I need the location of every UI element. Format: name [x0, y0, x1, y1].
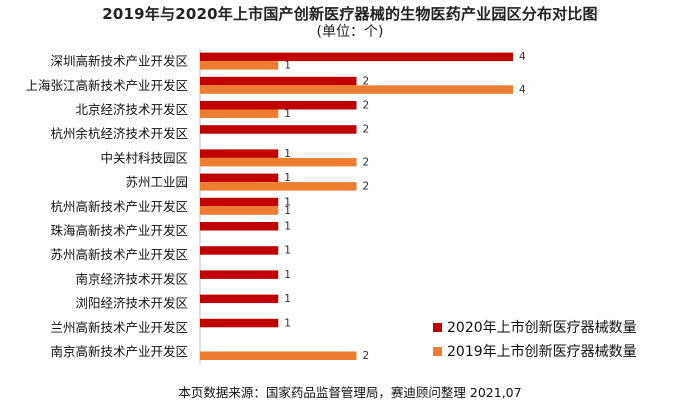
value-label: 2 [363, 124, 370, 136]
bar-2020 [200, 270, 279, 279]
bar-2020 [200, 173, 279, 183]
bar-2019 [200, 109, 279, 118]
value-label: 2 [363, 156, 370, 168]
bar-2019 [200, 351, 357, 360]
bar-2019 [200, 182, 357, 191]
category-label: 兰州高新技术产业开发区 [50, 320, 188, 335]
category-labels: 深圳高新技术产业开发区上海张江高新技术产业开发区北京经济技术开发区杭州余杭经济技… [25, 54, 188, 359]
value-label: 4 [519, 84, 526, 96]
bar-2019 [200, 61, 279, 70]
value-label: 1 [284, 269, 291, 281]
category-label: 南京高新技术产业开发区 [50, 344, 188, 359]
bar-2020 [200, 101, 357, 110]
chart-title: 2019年与2020年上市国产创新医疗器械的生物医药产业园区分布对比图 [102, 5, 598, 23]
bar-2020 [200, 246, 279, 255]
category-label: 上海张江高新技术产业开发区 [25, 78, 188, 93]
legend-swatch [433, 347, 442, 356]
value-label: 1 [284, 60, 291, 72]
category-label: 珠海高新技术产业开发区 [50, 223, 188, 238]
bar-2020 [200, 197, 279, 207]
legend-swatch [433, 323, 442, 332]
value-label: 1 [284, 245, 291, 257]
category-label: 浏阳经济技术开发区 [75, 296, 188, 311]
bar-2020 [200, 149, 279, 158]
data-source-note: 本页数据来源：国家药品监督管理局，赛迪顾问整理 2021,07 [178, 385, 522, 400]
category-label: 中关村科技园区 [100, 150, 188, 165]
category-label: 深圳高新技术产业开发区 [50, 54, 188, 69]
category-label: 杭州高新技术产业开发区 [50, 199, 188, 214]
bar-2020 [200, 125, 357, 134]
value-label: 1 [284, 172, 291, 184]
value-label: 2 [363, 181, 370, 193]
value-label: 1 [284, 293, 291, 305]
value-label: 1 [284, 196, 291, 208]
value-label: 1 [284, 148, 291, 160]
bars [200, 52, 513, 360]
bar-2020 [200, 294, 279, 304]
legend-label: 2020年上市创新医疗器械数量 [447, 319, 637, 336]
value-label: 1 [284, 108, 291, 120]
bar-2020 [200, 76, 357, 86]
value-label: 2 [363, 75, 370, 87]
category-label: 南京经济技术开发区 [75, 271, 188, 286]
bar-2019 [200, 85, 513, 94]
bar-2020 [200, 318, 279, 328]
category-label: 苏州工业园 [125, 175, 188, 190]
chart-subtitle: (单位：个) [316, 24, 384, 40]
bar-2020 [200, 222, 279, 231]
value-label: 1 [284, 221, 291, 233]
value-label: 4 [519, 51, 526, 63]
value-label: 2 [363, 350, 370, 362]
category-label: 苏州高新技术产业开发区 [50, 247, 188, 262]
value-label: 2 [363, 100, 370, 112]
legend-label: 2019年上市创新医疗器械数量 [447, 343, 637, 360]
bar-2019 [200, 157, 357, 167]
legend: 2020年上市创新医疗器械数量 2019年上市创新医疗器械数量 [433, 319, 637, 360]
category-label: 杭州余杭经济技术开发区 [50, 126, 188, 141]
bar-2019 [200, 206, 279, 215]
value-label: 1 [284, 317, 291, 329]
category-label: 北京经济技术开发区 [75, 102, 188, 117]
value-label: 1 [284, 205, 291, 217]
bar-2020 [200, 52, 513, 62]
